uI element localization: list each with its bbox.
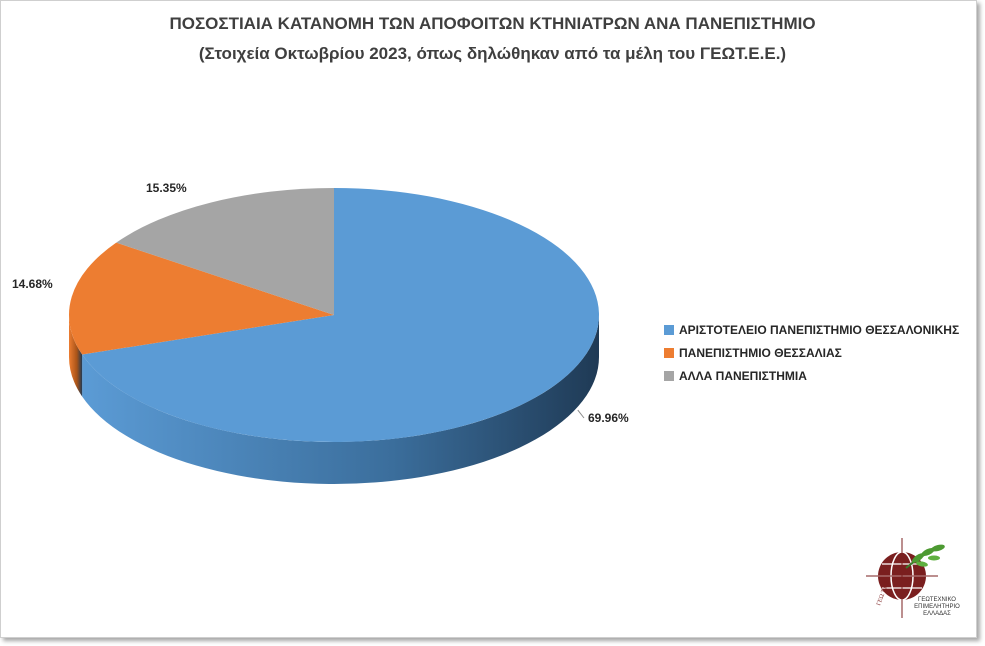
- logo-caption-line: ΕΛΛΑΔΑΣ: [923, 611, 951, 617]
- olive-branch-icon: [905, 544, 945, 569]
- pie-slice: [116, 188, 335, 315]
- legend-label: ΑΡΙΣΤΟΤΕΛΕΙΟ ΠΑΝΕΠΙΣΤΗΜΙΟ ΘΕΣΣΑΛΟΝΙΚΗΣ: [679, 322, 960, 337]
- logo-caption-line: ΕΠΙΜΕΛΗΤΗΡΙΟ: [914, 604, 960, 610]
- legend-item: ΠΑΝΕΠΙΣΤΗΜΙΟ ΘΕΣΣΑΛΙΑΣ: [664, 341, 959, 364]
- pie-slice: [82, 188, 600, 442]
- logo-caption: ΓΕΩΤΕΧΝΙΚΟ ΕΠΙΜΕΛΗΤΗΡΙΟ ΕΛΛΑΔΑΣ: [902, 597, 972, 618]
- legend-swatch: [664, 324, 674, 335]
- legend-label: ΠΑΝΕΠΙΣΤΗΜΙΟ ΘΕΣΣΑΛΙΑΣ: [679, 345, 842, 360]
- legend: ΑΡΙΣΤΟΤΕΛΕΙΟ ΠΑΝΕΠΙΣΤΗΜΙΟ ΘΕΣΣΑΛΟΝΙΚΗΣ Π…: [664, 318, 959, 387]
- legend-label: ΑΛΛΑ ΠΑΝΕΠΙΣΤΗΜΙΑ: [679, 368, 807, 383]
- legend-swatch: [664, 347, 674, 358]
- pie-slice: [69, 242, 334, 355]
- pie-slice-side: [82, 315, 599, 484]
- logo-caption-line: ΓΕΩΤΕΧΝΙΚΟ: [918, 597, 956, 603]
- data-label: 14.68%: [12, 277, 53, 291]
- legend-item: ΑΛΛΑ ΠΑΝΕΠΙΣΤΗΜΙΑ: [664, 364, 959, 387]
- chart-subtitle: (Στοιχεία Οκτωβρίου 2023, όπως δηλώθηκαν…: [198, 44, 787, 63]
- geotee-logo: ΓΕΩ.Τ.Ε.Ε.: [860, 528, 970, 633]
- legend-item: ΑΡΙΣΤΟΤΕΛΕΙΟ ΠΑΝΕΠΙΣΤΗΜΙΟ ΘΕΣΣΑΛΟΝΙΚΗΣ: [664, 318, 959, 341]
- globe-icon: [866, 538, 938, 618]
- legend-swatch: [664, 370, 674, 381]
- data-label: 15.35%: [146, 181, 187, 195]
- chart-title: ΠΟΣΟΣΤΙΑΙΑ ΚΑΤΑΝΟΜΗ ΤΩΝ ΑΠΟΦΟΙΤΩΝ ΚΤΗΝΙΑ…: [169, 14, 816, 33]
- data-label: 69.96%: [588, 411, 629, 425]
- leader-line: [577, 409, 585, 419]
- pie-slice-side: [69, 315, 83, 397]
